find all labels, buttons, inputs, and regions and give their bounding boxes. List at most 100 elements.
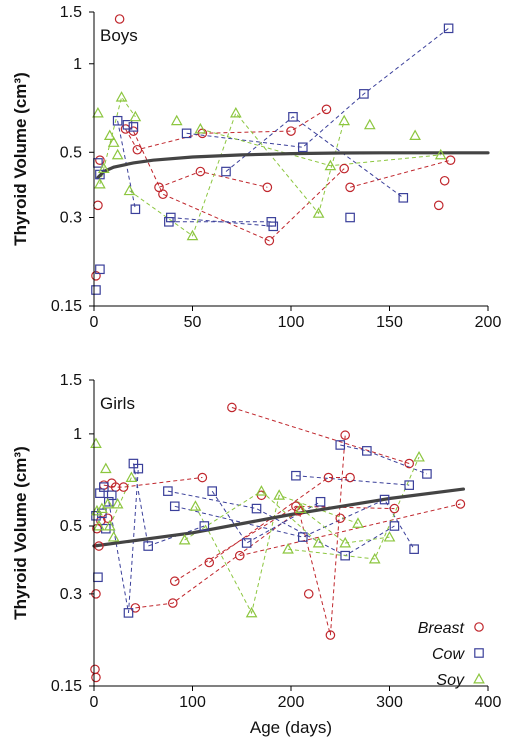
- girls-cow-point-17: [251, 503, 262, 514]
- girls-y-tick-label-3: 1: [73, 426, 82, 443]
- boys-y-tick-label-3: 1: [73, 56, 82, 73]
- boys-soy-point-11: [194, 122, 207, 134]
- boys-soy-point-12: [229, 106, 242, 118]
- boys-breast-point-13: [286, 126, 296, 136]
- girls-y-tick-label-4: 1.5: [60, 372, 82, 389]
- boys-breast-point-11: [262, 182, 273, 193]
- boys-cow-subject-line-3: [225, 116, 404, 199]
- boys-soy-point-4: [107, 136, 120, 147]
- boys-soy-point-13: [312, 207, 325, 218]
- boys-y-axis: 0.15 0.3 0.5 1 1.5: [51, 4, 95, 315]
- boys-breast-point-8: [158, 189, 168, 200]
- girls-soy-point-9: [125, 471, 138, 483]
- girls-breast-subject-line-4: [239, 503, 461, 557]
- girls-breast-point-21: [303, 589, 314, 599]
- girls-y-axis-label: Thyroid Volume (cm³): [11, 446, 30, 619]
- girls-soy-point-21: [383, 531, 396, 542]
- girls-cow-point-10: [133, 463, 144, 474]
- girls-breast-point-16: [227, 402, 237, 413]
- boys-soy-point-16: [363, 118, 376, 130]
- girls-cow-point-24: [379, 494, 390, 505]
- girls-soy-point-12: [245, 606, 258, 618]
- girls-cow-point-12: [163, 486, 173, 496]
- boys-soy-point-0: [92, 106, 104, 118]
- girls-breast-point-17: [234, 550, 245, 561]
- girls-breast-point-23: [325, 630, 336, 640]
- girls-soy-point-15: [282, 543, 294, 554]
- boys-cow-subject-line-4: [186, 27, 449, 148]
- girls-soy-point-18: [339, 536, 352, 548]
- girls-cow-point-18: [291, 470, 301, 481]
- girls-breast-point-1: [91, 672, 101, 683]
- girls-breast-point-4: [94, 541, 104, 551]
- panel-boys: 0 50 100 150 200 0.15 0.3 0.5 1 1.5 Boys Thyroid…: [11, 4, 501, 331]
- girls-soy-point-0: [90, 437, 102, 448]
- girls-breast-point-27: [389, 503, 400, 514]
- girls-breast-point-26: [345, 472, 355, 483]
- girls-y-tick-label-2: 0.5: [60, 518, 82, 535]
- girls-plot-area: [90, 402, 466, 683]
- legend-label-cow: Cow: [432, 646, 465, 663]
- girls-cow-point-3: [97, 508, 107, 519]
- boys-soy-point-6: [115, 91, 128, 102]
- girls-soy-point-16: [295, 502, 307, 514]
- legend-marker-cow: [474, 648, 484, 658]
- boys-y-tick-label-4: 1.5: [60, 4, 82, 21]
- girls-cow-point-9: [128, 458, 139, 469]
- girls-soy-point-6: [103, 519, 116, 531]
- boys-breast-point-17: [433, 200, 444, 211]
- boys-breast-point-6: [132, 144, 143, 155]
- boys-x-axis: 0 50 100 150 200: [90, 305, 502, 331]
- girls-cow-point-5: [101, 523, 111, 534]
- boys-soy-point-15: [338, 114, 351, 126]
- girls-soy-point-7: [107, 531, 120, 542]
- boys-fit-curve: [96, 151, 490, 180]
- girls-cow-point-13: [169, 501, 180, 512]
- girls-cow-subject-line-5: [340, 444, 428, 475]
- boys-soy-point-8: [129, 110, 142, 122]
- boys-soy-point-17: [409, 129, 421, 141]
- boys-x-tick-label-4: 200: [475, 314, 502, 331]
- girls-breast-point-22: [323, 472, 334, 483]
- boys-breast-subject-line-1: [132, 130, 345, 242]
- girls-cow-point-8: [123, 608, 134, 618]
- boys-cow-point-5: [122, 120, 133, 130]
- girls-breast-subject-line-5: [231, 407, 410, 464]
- boys-soy-subject-line-1: [129, 111, 345, 237]
- boys-y-axis-label: Thyroid Volume (cm³): [11, 72, 30, 245]
- girls-breast-point-29: [455, 499, 466, 509]
- girls-x-tick-label-4: 400: [475, 694, 502, 711]
- girls-x-axis-label: Age (days): [250, 718, 332, 737]
- girls-cow-point-23: [362, 446, 372, 456]
- boys-soy-subject-line-2: [200, 128, 441, 167]
- boys-plot-area: [91, 14, 490, 295]
- girls-cow-point-0: [91, 510, 101, 521]
- boys-cow-point-15: [298, 142, 308, 153]
- boys-cow-point-0: [91, 285, 101, 295]
- boys-y-tick-label-2: 0.5: [60, 144, 82, 161]
- boys-breast-point-18: [439, 175, 450, 186]
- girls-cow-point-19: [298, 532, 308, 542]
- girls-soy-point-14: [273, 489, 286, 500]
- boys-breast-point-1: [93, 200, 103, 211]
- boys-cow-subject-line-2: [170, 217, 274, 227]
- girls-cow-point-25: [389, 521, 400, 531]
- girls-cow-point-21: [340, 550, 350, 561]
- boys-soy-subject-line-0: [99, 95, 136, 185]
- boys-breast-point-2: [95, 155, 105, 165]
- boys-cow-point-6: [128, 122, 139, 132]
- boys-breast-point-3: [114, 14, 125, 24]
- boys-x-tick-label-1: 50: [184, 314, 202, 331]
- girls-x-tick-label-0: 0: [90, 694, 99, 711]
- girls-breast-subject-line-2: [174, 505, 395, 582]
- girls-soy-point-17: [312, 536, 325, 548]
- girls-cow-point-7: [106, 490, 117, 501]
- boys-cow-point-10: [181, 128, 192, 139]
- boys-cow-point-19: [443, 23, 454, 34]
- girls-breast-point-0: [90, 664, 100, 675]
- boys-cow-point-1: [93, 158, 103, 168]
- girls-breast-point-12: [168, 598, 178, 608]
- girls-breast-point-15: [204, 557, 215, 568]
- boys-breast-point-12: [264, 235, 275, 246]
- boys-soy-point-7: [123, 184, 136, 196]
